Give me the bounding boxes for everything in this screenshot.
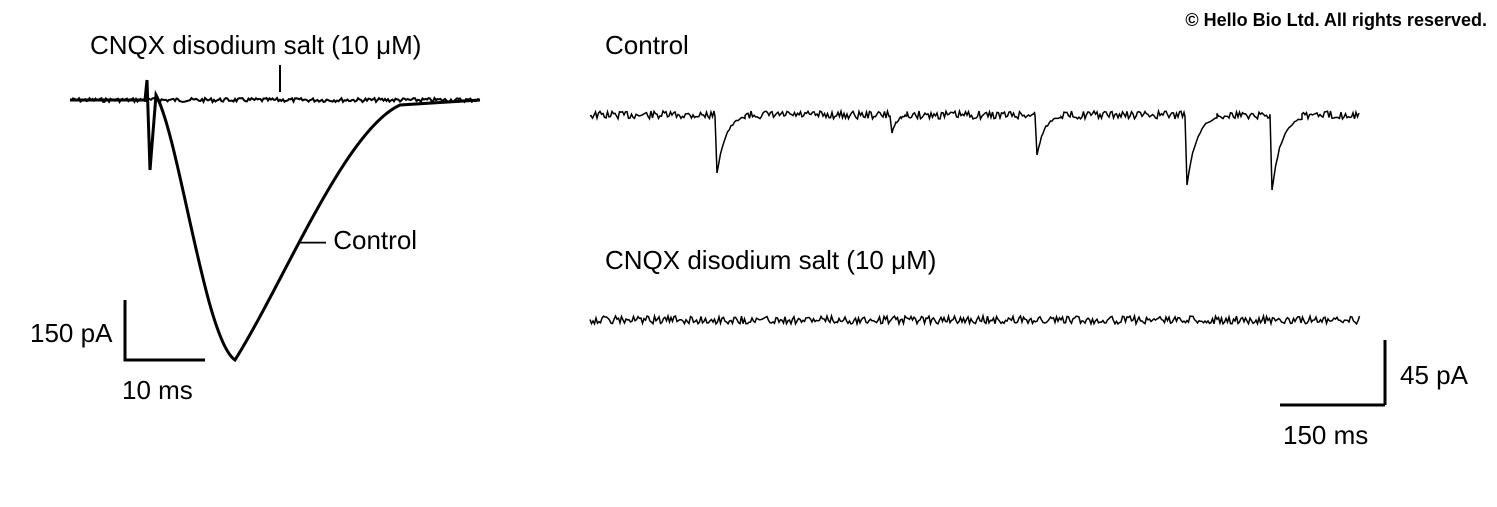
left-panel: CNQX disodium salt (10 μM) — Control 150… (30, 30, 500, 450)
scale-y-right: 45 pA (1400, 360, 1468, 391)
left-trace-svg (30, 30, 500, 450)
scale-x-right: 150 ms (1283, 420, 1368, 451)
scale-y-left: 150 pA (30, 318, 112, 349)
cnqx-label-left: CNQX disodium salt (10 μM) (90, 30, 421, 61)
control-label-left: — Control (300, 225, 417, 256)
right-panel: Control CNQX disodium salt (10 μM) 45 pA… (580, 30, 1480, 490)
control-label-right: Control (605, 30, 689, 61)
copyright-text: © Hello Bio Ltd. All rights reserved. (1185, 10, 1487, 31)
scale-x-left: 10 ms (122, 375, 193, 406)
cnqx-label-right: CNQX disodium salt (10 μM) (605, 245, 936, 276)
